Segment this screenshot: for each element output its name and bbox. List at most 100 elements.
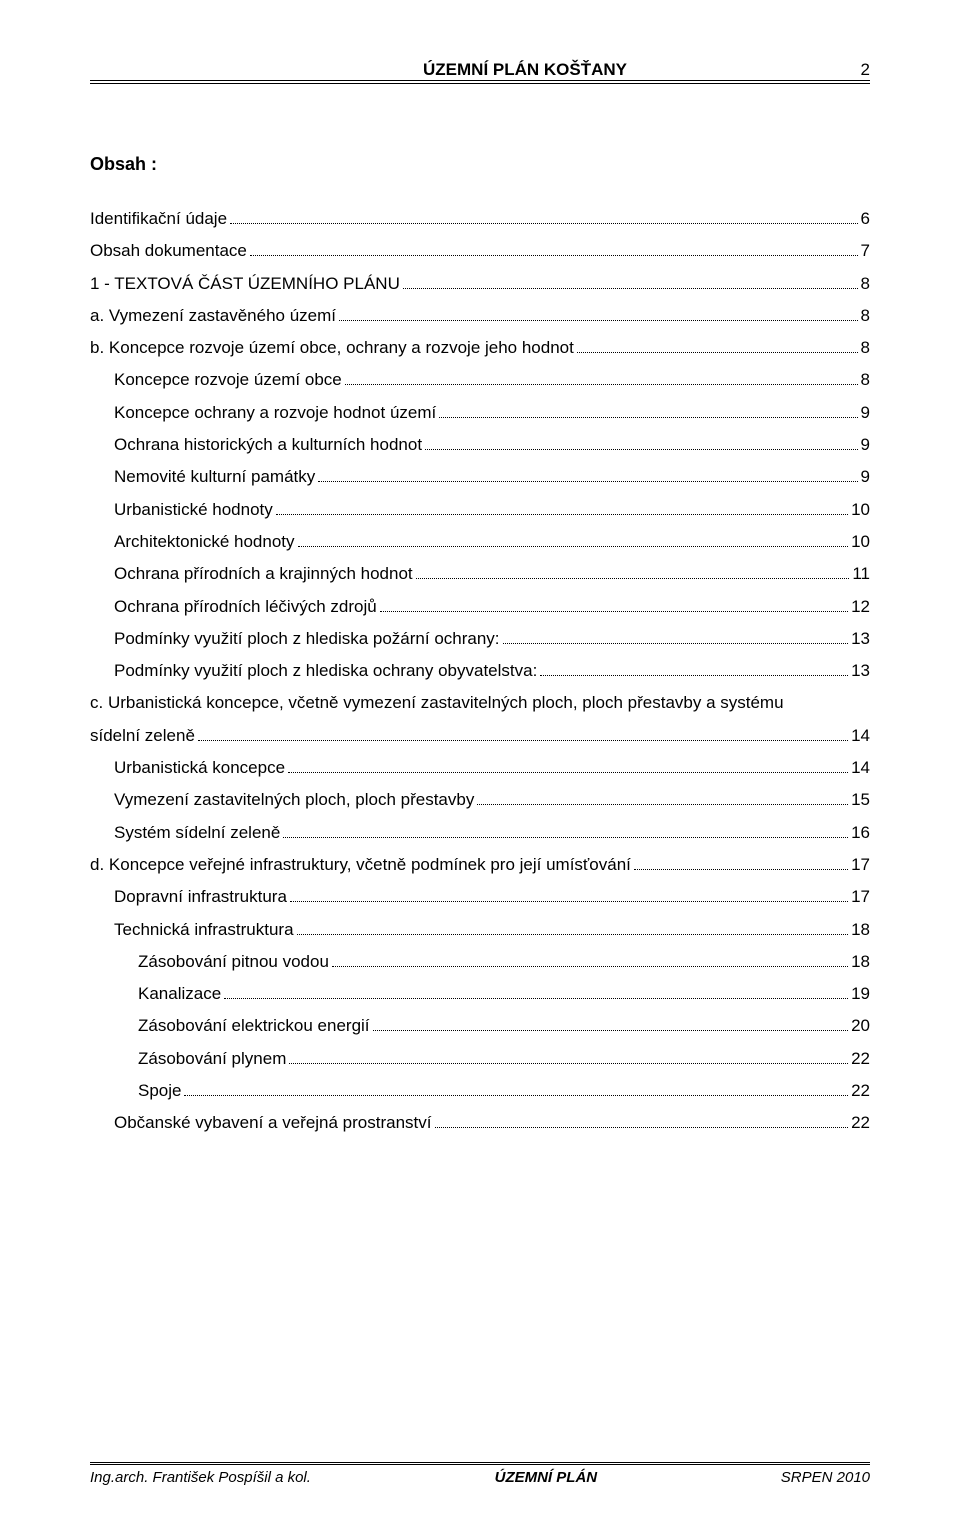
- toc-entry: sídelní zeleně14: [90, 720, 870, 752]
- toc-leader-dots: [339, 304, 858, 321]
- toc-leader-dots: [290, 885, 848, 902]
- toc-entry: Zásobování elektrickou energií 20: [90, 1010, 870, 1042]
- toc-label: Koncepce rozvoje území obce: [114, 364, 342, 396]
- toc-label: d. Koncepce veřejné infrastruktury, včet…: [90, 849, 631, 881]
- toc-entry: Ochrana historických a kulturních hodnot…: [90, 429, 870, 461]
- toc-label: 1 - TEXTOVÁ ČÁST ÚZEMNÍHO PLÁNU: [90, 268, 400, 300]
- toc-label: Obsah dokumentace: [90, 235, 247, 267]
- toc-entry: Architektonické hodnoty10: [90, 526, 870, 558]
- toc-page-number: 22: [851, 1043, 870, 1075]
- toc-page-number: 18: [851, 946, 870, 978]
- toc-label: Urbanistické hodnoty: [114, 494, 273, 526]
- toc-page-number: 14: [851, 752, 870, 784]
- toc-label: Občanské vybavení a veřejná prostranství: [114, 1107, 432, 1139]
- toc-page-number: 11: [852, 558, 870, 590]
- footer-left: Ing.arch. František Pospíšil a kol.: [90, 1469, 311, 1486]
- toc-page-number: 20: [851, 1010, 870, 1042]
- toc-leader-dots: [332, 950, 848, 967]
- toc-page-number: 8: [861, 364, 870, 396]
- toc-leader-dots: [318, 465, 857, 482]
- toc-entry: Vymezení zastavitelných ploch, ploch pře…: [90, 784, 870, 816]
- toc-page-number: 9: [861, 429, 870, 461]
- toc-label: c. Urbanistická koncepce, včetně vymezen…: [90, 687, 784, 719]
- toc-leader-dots: [224, 982, 848, 999]
- footer-right: SRPEN 2010: [781, 1469, 870, 1486]
- toc-entry: Nemovité kulturní památky 9: [90, 461, 870, 493]
- toc-page-number: 22: [851, 1107, 870, 1139]
- toc-page-number: 10: [851, 494, 870, 526]
- toc-entry: Podmínky využití ploch z hlediska ochran…: [90, 655, 870, 687]
- toc-heading: Obsah :: [90, 154, 870, 175]
- toc-list: Identifikační údaje6Obsah dokumentace71 …: [90, 203, 870, 1140]
- toc-entry: Spoje22: [90, 1075, 870, 1107]
- toc-label: Technická infrastruktura: [114, 914, 294, 946]
- toc-entry: Zásobování pitnou vodou 18: [90, 946, 870, 978]
- toc-entry: Občanské vybavení a veřejná prostranství…: [90, 1107, 870, 1139]
- toc-label: Zásobování plynem: [138, 1043, 286, 1075]
- toc-leader-dots: [503, 627, 849, 644]
- toc-label: Vymezení zastavitelných ploch, ploch pře…: [114, 784, 474, 816]
- toc-entry: Identifikační údaje6: [90, 203, 870, 235]
- toc-label: Nemovité kulturní památky: [114, 461, 315, 493]
- toc-leader-dots: [283, 821, 848, 838]
- toc-entry: b. Koncepce rozvoje území obce, ochrany …: [90, 332, 870, 364]
- toc-page-number: 12: [851, 591, 870, 623]
- toc-entry: Ochrana přírodních a krajinných hodnot 11: [90, 558, 870, 590]
- toc-label: Zásobování elektrickou energií: [138, 1010, 370, 1042]
- toc-page-number: 13: [851, 623, 870, 655]
- header-rule: [90, 83, 870, 84]
- footer-rule-thin: [90, 1462, 870, 1463]
- toc-leader-dots: [477, 788, 848, 805]
- toc-page-number: 7: [861, 235, 870, 267]
- toc-label: Ochrana historických a kulturních hodnot: [114, 429, 422, 461]
- toc-entry: d. Koncepce veřejné infrastruktury, včet…: [90, 849, 870, 881]
- toc-entry: a. Vymezení zastavěného území8: [90, 300, 870, 332]
- toc-page-number: 19: [851, 978, 870, 1010]
- toc-label: Urbanistická koncepce: [114, 752, 285, 784]
- toc-entry: Podmínky využití ploch z hlediska požárn…: [90, 623, 870, 655]
- toc-leader-dots: [297, 918, 849, 935]
- toc-page-number: 8: [861, 332, 870, 364]
- toc-entry: Urbanistická koncepce 14: [90, 752, 870, 784]
- toc-page-number: 8: [861, 300, 870, 332]
- toc-entry: Obsah dokumentace 7: [90, 235, 870, 267]
- toc-leader-dots: [230, 207, 857, 224]
- footer-row: Ing.arch. František Pospíšil a kol. ÚZEM…: [90, 1469, 870, 1486]
- toc-page-number: 9: [861, 461, 870, 493]
- toc-leader-dots: [403, 272, 858, 289]
- toc-label: Podmínky využití ploch z hlediska ochran…: [114, 655, 537, 687]
- toc-leader-dots: [198, 724, 848, 741]
- toc-page-number: 13: [851, 655, 870, 687]
- header-title: ÚZEMNÍ PLÁN KOŠŤANY: [90, 60, 840, 80]
- toc-label: Dopravní infrastruktura: [114, 881, 287, 913]
- toc-entry: 1 - TEXTOVÁ ČÁST ÚZEMNÍHO PLÁNU 8: [90, 268, 870, 300]
- toc-label: Ochrana přírodních a krajinných hodnot: [114, 558, 413, 590]
- toc-page-number: 17: [851, 881, 870, 913]
- toc-leader-dots: [289, 1047, 848, 1064]
- footer-center: ÚZEMNÍ PLÁN: [495, 1469, 598, 1486]
- toc-label: Kanalizace: [138, 978, 221, 1010]
- toc-leader-dots: [540, 659, 848, 676]
- toc-label: Zásobování pitnou vodou: [138, 946, 329, 978]
- toc-entry: Koncepce ochrany a rozvoje hodnot území9: [90, 397, 870, 429]
- toc-leader-dots: [416, 562, 850, 579]
- toc-page-number: 8: [861, 268, 870, 300]
- toc-entry: Kanalizace 19: [90, 978, 870, 1010]
- toc-leader-dots: [276, 498, 848, 515]
- toc-label: Identifikační údaje: [90, 203, 227, 235]
- toc-leader-dots: [425, 433, 857, 450]
- toc-leader-dots: [298, 530, 849, 547]
- toc-page-number: 9: [861, 397, 870, 429]
- toc-leader-dots: [435, 1111, 849, 1128]
- toc-page-number: 15: [851, 784, 870, 816]
- toc-leader-dots: [250, 239, 858, 256]
- toc-leader-dots: [439, 401, 857, 418]
- page-footer: Ing.arch. František Pospíšil a kol. ÚZEM…: [90, 1462, 870, 1486]
- toc-leader-dots: [345, 368, 858, 385]
- toc-label: Spoje: [138, 1075, 181, 1107]
- toc-label: Podmínky využití ploch z hlediska požárn…: [114, 623, 500, 655]
- page-container: ÚZEMNÍ PLÁN KOŠŤANY 2 Obsah : Identifika…: [0, 0, 960, 1536]
- toc-label: Systém sídelní zeleně: [114, 817, 280, 849]
- toc-page-number: 14: [851, 720, 870, 752]
- toc-page-number: 10: [851, 526, 870, 558]
